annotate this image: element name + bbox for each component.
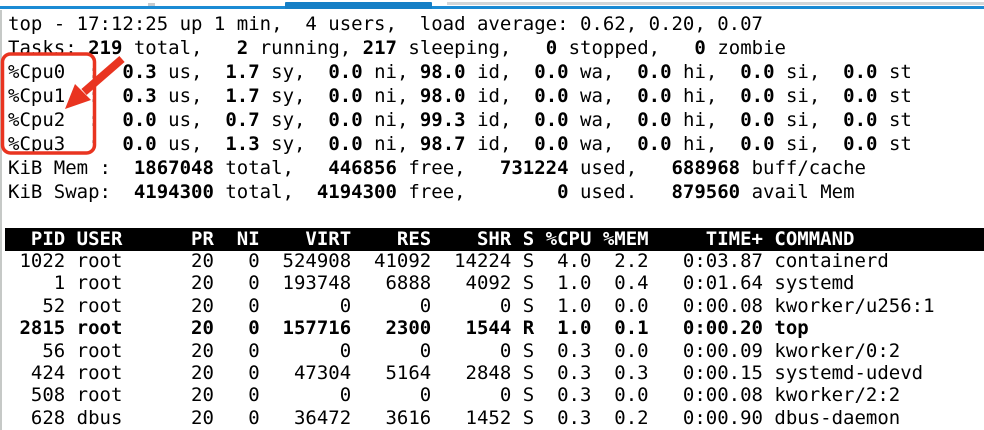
- process-table-rows: 1022 root 20 0 524908 41092 14224 S 4.0 …: [8, 250, 935, 429]
- process-row-kworker-2-2: 508 root 20 0 0 0 0 S 0.3 0.0 0:00.08 kw…: [8, 384, 901, 407]
- process-table-header-bar: PID USER PR NI VIRT RES SHR S %CPU %MEM …: [5, 228, 984, 251]
- summary-line-cpu0: %Cpu0 : 0.3 us, 1.7 sy, 0.0 ni, 98.0 id,…: [8, 61, 912, 83]
- summary-line-cpu1: %Cpu1 : 0.3 us, 1.7 sy, 0.0 ni, 98.0 id,…: [8, 85, 912, 107]
- tab-strip-underline: [0, 6, 984, 9]
- process-row-systemd: 1 root 20 0 193748 6888 4092 S 1.0 0.4 0…: [8, 272, 855, 295]
- active-tab-indicator[interactable]: [285, 2, 432, 9]
- summary-line-mem: KiB Mem : 1867048 total, 446856 free, 73…: [8, 157, 866, 179]
- process-row-dbus-daemon: 628 dbus 20 0 36472 3616 1452 S 0.3 0.2 …: [8, 406, 901, 429]
- process-row-kworker-0-2: 56 root 20 0 0 0 0 S 0.3 0.0 0:00.09 kwo…: [8, 339, 901, 362]
- summary-line-cpu3: %Cpu3 : 0.0 us, 1.3 sy, 0.0 ni, 98.7 id,…: [8, 133, 912, 155]
- top-summary-block[interactable]: top - 17:12:25 up 1 min, 4 users, load a…: [8, 12, 912, 204]
- terminal-left-border: [0, 10, 2, 430]
- summary-line-cpu2: %Cpu2 : 0.0 us, 0.7 sy, 0.0 ni, 99.3 id,…: [8, 109, 912, 131]
- inactive-tab-edge: [447, 2, 984, 5]
- process-row-top: 2815 root 20 0 157716 2300 1544 R 1.0 0.…: [8, 317, 809, 340]
- process-row-kworker-u256: 52 root 20 0 0 0 0 S 1.0 0.0 0:00.08 kwo…: [8, 294, 935, 317]
- tab-divider-notch: [148, 3, 155, 6]
- process-row-containerd: 1022 root 20 0 524908 41092 14224 S 4.0 …: [8, 250, 889, 272]
- summary-line-swap: KiB Swap: 4194300 total, 4194300 free, 0…: [8, 181, 855, 203]
- summary-line-tasks: Tasks: 219 total, 2 running, 217 sleepin…: [8, 37, 786, 59]
- process-row-systemd-udevd: 424 root 20 0 47304 5164 2848 S 0.3 0.3 …: [8, 362, 924, 385]
- process-table-header: PID USER PR NI VIRT RES SHR S %CPU %MEM …: [8, 228, 855, 250]
- summary-line-uptime: top - 17:12:25 up 1 min, 4 users, load a…: [8, 13, 763, 35]
